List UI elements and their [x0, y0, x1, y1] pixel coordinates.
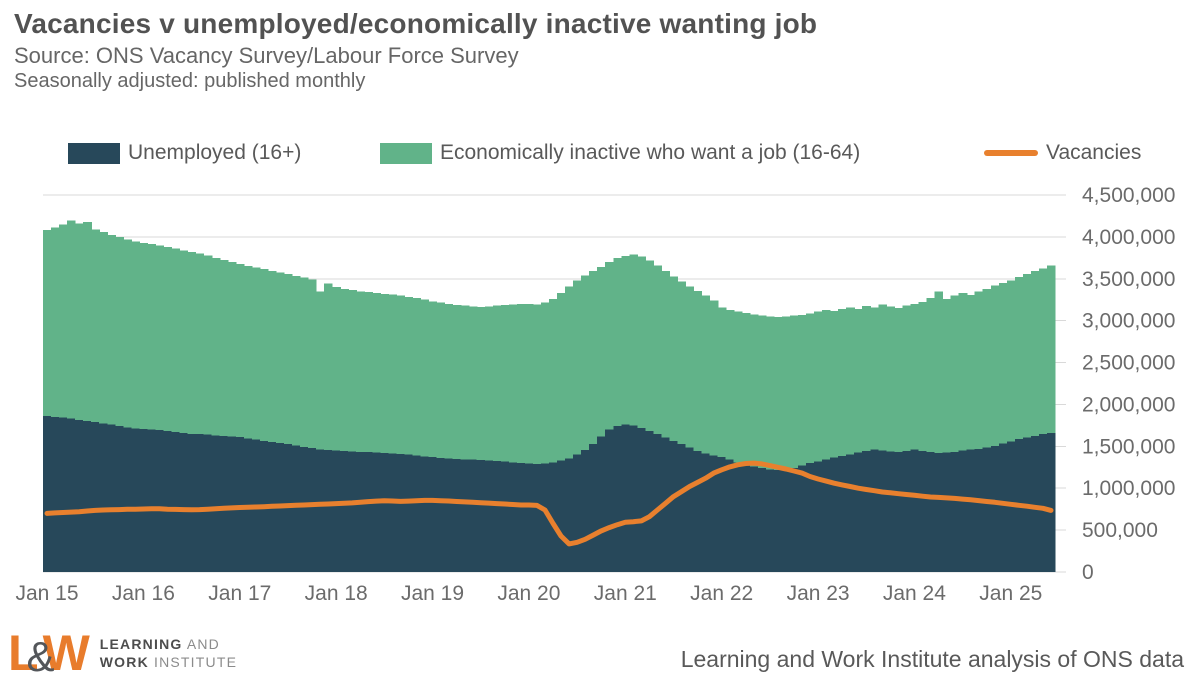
legend-item-inactive: Economically inactive who want a job (16… — [380, 140, 860, 166]
svg-text:Jan 18: Jan 18 — [305, 582, 368, 605]
legend-label-inactive: Economically inactive who want a job (16… — [440, 141, 861, 164]
logo-text-learning: LEARNING — [99, 635, 183, 652]
svg-text:Jan 15: Jan 15 — [15, 582, 78, 605]
svg-text:2,000,000: 2,000,000 — [1082, 393, 1175, 416]
lw-logo-text: LEARNING AND WORK INSTITUTE — [100, 635, 237, 671]
svg-text:Jan 23: Jan 23 — [787, 582, 850, 605]
logo-text-and: AND — [186, 635, 220, 652]
legend-swatch-unemployed — [68, 142, 120, 164]
svg-text:4,000,000: 4,000,000 — [1082, 226, 1175, 249]
svg-text:500,000: 500,000 — [1082, 519, 1158, 542]
legend-label-unemployed: Unemployed (16+) — [128, 141, 302, 164]
svg-text:3,500,000: 3,500,000 — [1082, 268, 1175, 291]
svg-text:0: 0 — [1082, 561, 1094, 584]
svg-text:Jan 16: Jan 16 — [112, 582, 175, 605]
attribution-text: Learning and Work Institute analysis of … — [680, 646, 1184, 672]
logo-letter-l: L — [8, 625, 39, 681]
svg-text:1,000,000: 1,000,000 — [1082, 477, 1175, 500]
svg-text:1,500,000: 1,500,000 — [1082, 435, 1175, 458]
note-line: Seasonally adjusted: published monthly — [14, 70, 366, 92]
svg-text:Jan 25: Jan 25 — [979, 582, 1042, 605]
svg-text:4,500,000: 4,500,000 — [1082, 184, 1175, 207]
svg-text:Jan 21: Jan 21 — [594, 582, 657, 605]
lw-logo: L & W LEARNING AND WORK INSTITUTE — [8, 628, 237, 678]
legend-item-unemployed: Unemployed (16+) — [68, 140, 301, 166]
legend-swatch-inactive — [380, 142, 432, 164]
source-line: Source: ONS Vacancy Survey/Labour Force … — [14, 43, 519, 68]
legend-label-vacancies: Vacancies — [1046, 141, 1142, 164]
logo-text-institute: INSTITUTE — [153, 654, 238, 670]
logo-text-work: WORK — [99, 654, 149, 670]
legend-swatch-vacancies — [984, 150, 1038, 156]
svg-text:2,500,000: 2,500,000 — [1082, 352, 1175, 375]
svg-text:3,000,000: 3,000,000 — [1082, 310, 1175, 333]
logo-ampersand: & — [26, 633, 55, 680]
legend-item-vacancies: Vacancies — [984, 140, 1141, 166]
page-title: Vacancies v unemployed/economically inac… — [14, 8, 818, 39]
svg-text:Jan 24: Jan 24 — [883, 582, 946, 605]
lw-logo-mark: L & W — [8, 625, 90, 681]
svg-text:Jan 20: Jan 20 — [497, 582, 560, 605]
svg-text:Jan 22: Jan 22 — [690, 582, 753, 605]
svg-text:Jan 19: Jan 19 — [401, 582, 464, 605]
svg-text:Jan 17: Jan 17 — [208, 582, 271, 605]
logo-letter-w: W — [42, 625, 90, 681]
